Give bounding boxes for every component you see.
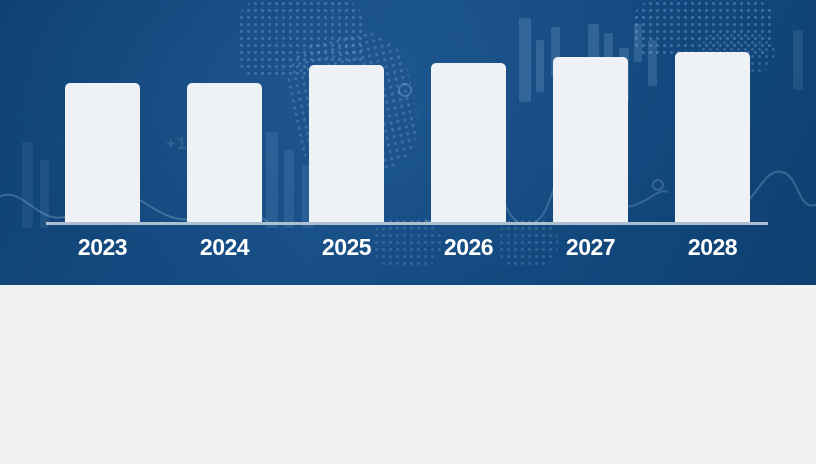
candlestick-decoration [519, 18, 531, 102]
year-label-2028: 2028 [687, 234, 738, 260]
bar-2024 [187, 83, 262, 222]
bar-2027 [553, 57, 628, 222]
candlestick-decoration [284, 150, 294, 228]
year-label-2025: 2025 [321, 234, 372, 260]
candlestick-decoration [793, 30, 803, 90]
stats-panel: 13.64% CAGR (2023-2028) [0, 285, 816, 464]
bar-2025 [309, 65, 384, 222]
bar-2028 [675, 52, 750, 222]
chart-baseline [46, 222, 768, 225]
candlestick-decoration [551, 27, 560, 77]
candlestick-decoration [648, 40, 657, 86]
year-label-2027: 2027 [565, 234, 616, 260]
world-map-dots [633, 0, 775, 58]
bar-chart: 2023 2024 2025 2026 2027 2028 [65, 52, 750, 260]
world-map-dots [373, 218, 441, 268]
candlestick-decoration [634, 24, 642, 62]
candlestick-decoration [266, 132, 278, 228]
bar-2026 [431, 63, 506, 222]
year-label-2023: 2023 [77, 234, 128, 260]
candlestick-decoration [22, 142, 33, 228]
year-label-2026: 2026 [443, 234, 494, 260]
candlestick-decoration [40, 160, 49, 228]
bar-2023 [65, 83, 140, 222]
world-map-dots [498, 218, 558, 268]
candlestick-decoration [536, 40, 544, 92]
year-label-2024: 2024 [199, 234, 250, 260]
